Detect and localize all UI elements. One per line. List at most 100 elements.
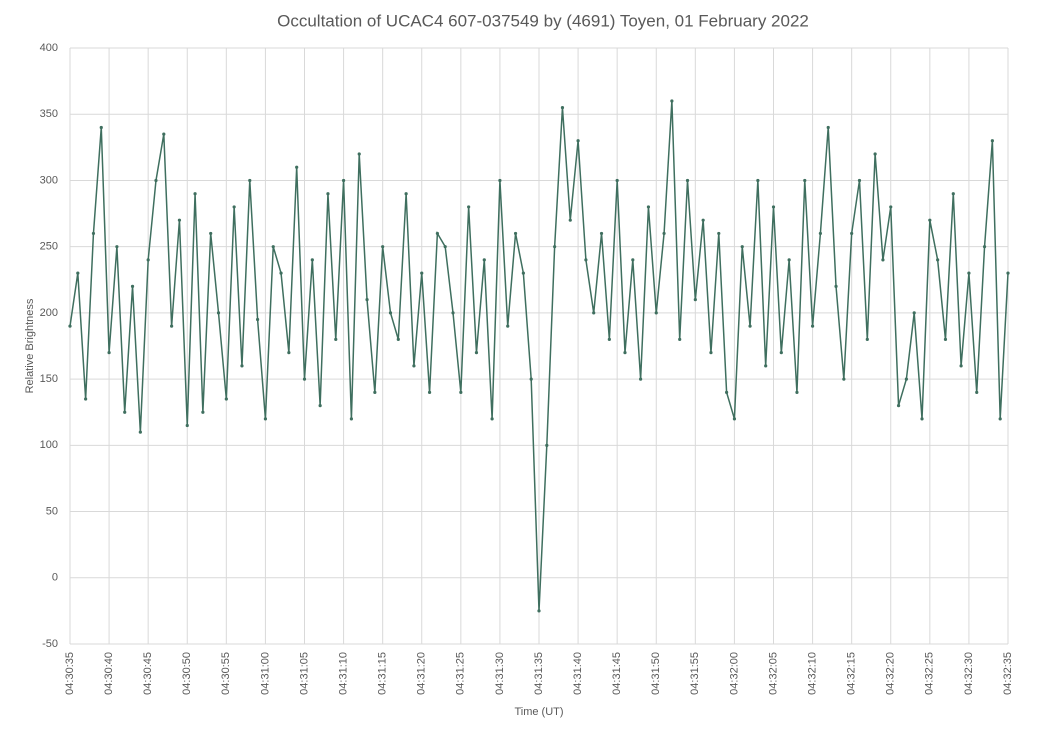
data-point (803, 178, 807, 183)
data-point (295, 165, 299, 169)
x-tick-label: 04:32:10 (806, 652, 818, 695)
data-point (170, 324, 174, 328)
data-point (232, 205, 236, 209)
x-tick-label: 04:31:30 (494, 652, 506, 695)
data-point (662, 231, 666, 236)
data-point (936, 258, 940, 262)
x-tick-label: 04:31:10 (337, 652, 349, 695)
data-point (474, 351, 479, 355)
data-point (725, 390, 729, 394)
x-tick-label: 04:31:20 (416, 652, 428, 695)
x-tick-label: 04:32:20 (885, 652, 897, 695)
y-tick-label: 300 (40, 174, 58, 186)
x-tick-label: 04:30:40 (103, 652, 115, 695)
data-point (826, 125, 830, 130)
data-point (326, 192, 330, 196)
data-point (701, 218, 705, 222)
data-point (357, 152, 361, 156)
x-tick-label: 04:31:00 (259, 652, 271, 695)
data-point (865, 337, 869, 341)
data-point (451, 311, 455, 315)
data-point (373, 390, 377, 394)
data-point (748, 324, 752, 328)
data-point (216, 311, 221, 315)
data-point (271, 245, 275, 249)
data-point (310, 258, 314, 262)
data-point (685, 178, 690, 183)
y-tick-label: 400 (40, 42, 58, 54)
data-point (717, 231, 721, 236)
data-point (904, 377, 908, 381)
data-point (670, 99, 674, 103)
data-point (912, 311, 916, 315)
data-point (154, 178, 158, 183)
y-tick-label: 200 (40, 307, 58, 319)
data-point (365, 298, 369, 302)
x-tick-label: 04:31:35 (533, 652, 545, 695)
data-point (256, 317, 260, 322)
data-point (209, 231, 213, 236)
data-point (928, 218, 932, 222)
x-tick-label: 04:30:35 (64, 652, 76, 695)
x-tick-label: 04:32:15 (846, 652, 858, 695)
data-point (850, 231, 854, 236)
data-point (599, 231, 604, 236)
data-point (896, 404, 901, 408)
data-point (654, 311, 658, 315)
data-point (224, 397, 228, 401)
x-tick-label: 04:32:35 (1002, 652, 1014, 695)
data-point (404, 192, 408, 196)
data-point (560, 106, 565, 110)
y-tick-label: 250 (40, 241, 58, 253)
x-tick-label: 04:32:30 (963, 652, 975, 695)
x-tick-label: 04:32:05 (767, 652, 779, 695)
data-point (381, 245, 385, 249)
data-point (467, 205, 471, 209)
data-point (318, 404, 322, 408)
data-point (810, 324, 815, 328)
data-point (84, 397, 88, 401)
data-point (764, 364, 768, 368)
data-point (279, 271, 283, 275)
data-point (138, 430, 142, 434)
data-point (107, 351, 111, 355)
data-point (545, 443, 549, 447)
data-point (396, 337, 400, 341)
data-point (193, 192, 197, 196)
data-point (68, 324, 72, 328)
data-point (998, 417, 1002, 421)
data-point (920, 417, 924, 421)
y-tick-label: 50 (46, 505, 58, 517)
data-point (576, 139, 580, 143)
data-point (201, 410, 205, 414)
x-tick-label: 04:31:50 (650, 652, 662, 695)
data-point (123, 410, 127, 414)
data-point (349, 417, 353, 421)
y-tick-label: -50 (42, 638, 58, 650)
x-tick-label: 04:32:00 (728, 652, 740, 695)
data-point (615, 178, 619, 183)
data-point (521, 271, 525, 275)
data-point (420, 271, 424, 275)
data-point (646, 205, 651, 209)
data-point (162, 132, 166, 136)
y-tick-label: 150 (40, 373, 58, 385)
data-point (678, 337, 682, 341)
data-point (490, 417, 494, 421)
data-point (951, 192, 955, 196)
data-point (459, 390, 463, 394)
y-axis-label: Relative Brightness (24, 298, 36, 393)
x-tick-label: 04:30:45 (142, 652, 154, 695)
data-point (506, 324, 510, 328)
data-point (842, 377, 846, 381)
data-point (302, 377, 307, 381)
data-point (607, 337, 611, 341)
data-point (982, 245, 987, 249)
y-tick-label: 0 (52, 572, 58, 584)
data-point (529, 377, 533, 381)
data-point (99, 125, 103, 130)
data-point (943, 337, 948, 341)
data-point (693, 298, 697, 302)
data-point (889, 205, 893, 209)
